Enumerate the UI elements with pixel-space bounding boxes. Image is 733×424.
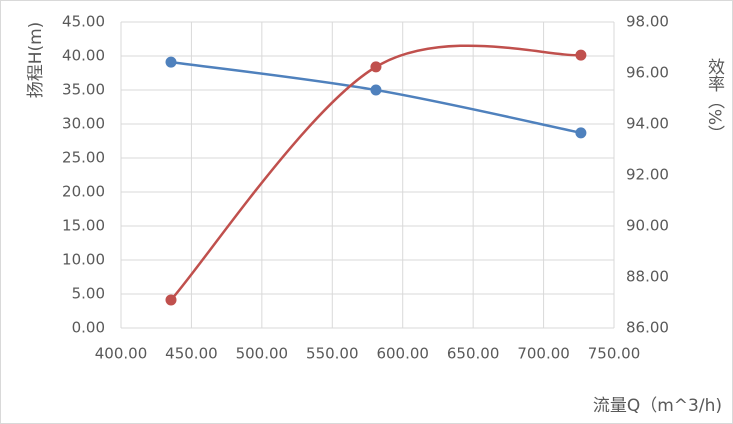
x-tick-label: 650.00 (447, 345, 500, 363)
x-tick-label: 700.00 (517, 345, 570, 363)
y2-tick-label: 98.00 (626, 13, 669, 31)
y-tick-label: 30.00 (62, 115, 105, 133)
y-tick-label: 40.00 (62, 47, 105, 65)
x-axis-label: 流量Q（m^3/h) (593, 396, 722, 416)
y-tick-label: 20.00 (62, 183, 105, 201)
data-point (370, 61, 382, 73)
data-point (165, 56, 177, 68)
data-point (165, 294, 177, 306)
y2-tick-label: 90.00 (626, 217, 669, 235)
y-tick-label: 25.00 (62, 149, 105, 167)
x-tick-label: 600.00 (376, 345, 429, 363)
data-point (575, 127, 587, 139)
y-tick-label: 0.00 (72, 319, 105, 337)
y-tick-label: 45.00 (62, 13, 105, 31)
x-tick-label: 400.00 (95, 345, 148, 363)
x-tick-label: 450.00 (165, 345, 218, 363)
y-tick-label: 35.00 (62, 81, 105, 99)
y2-tick-label: 96.00 (626, 64, 669, 82)
y-axis-label: 扬程H(m) (26, 22, 46, 99)
series-line (170, 44, 581, 301)
x-tick-label: 750.00 (588, 345, 641, 363)
x-tick-label: 500.00 (236, 345, 289, 363)
data-point (575, 49, 587, 61)
y2-tick-label: 92.00 (626, 166, 669, 184)
y2-tick-label: 94.00 (626, 115, 669, 133)
y-tick-label: 5.00 (72, 285, 105, 303)
y2-tick-label: 86.00 (626, 319, 669, 337)
data-point (370, 84, 382, 96)
y2-tick-label: 88.00 (626, 268, 669, 286)
y2-axis-label: 效率（%） (704, 58, 725, 142)
y-tick-label: 15.00 (62, 217, 105, 235)
y-tick-label: 10.00 (62, 251, 105, 269)
x-tick-label: 550.00 (306, 345, 359, 363)
